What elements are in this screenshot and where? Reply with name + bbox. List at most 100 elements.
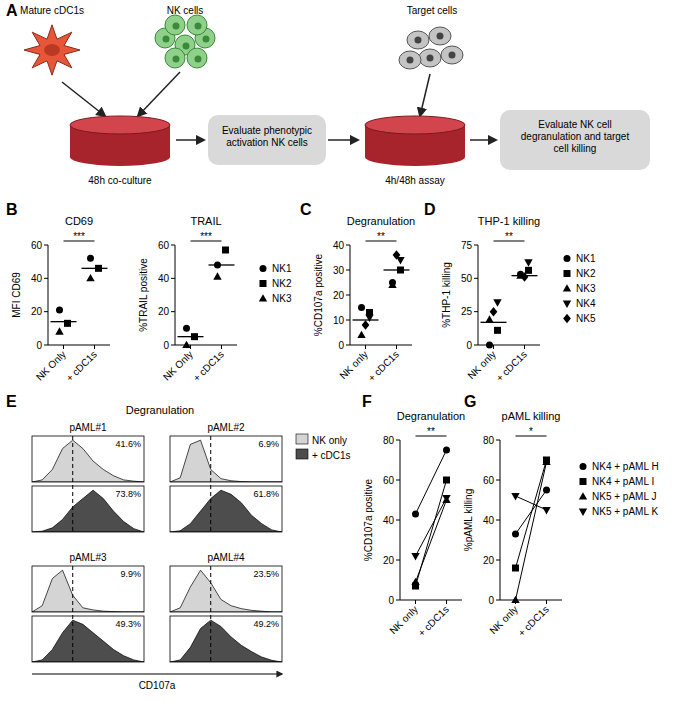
data-point [542, 507, 550, 514]
legend-label: NK4 [576, 298, 596, 309]
target-cell [419, 49, 441, 67]
step-box [208, 115, 326, 165]
cell-nucleus [44, 44, 60, 56]
chart-title: TRAIL [190, 215, 221, 227]
arrow [62, 82, 105, 116]
y-tick [496, 520, 500, 521]
cell-label: Mature cDC1s [20, 5, 84, 16]
data-point [393, 250, 401, 259]
y-tick-label: 40 [31, 273, 43, 284]
x-tick-label: + cDC1s [64, 349, 99, 384]
cell-label: Target cells [407, 5, 458, 16]
target-cell [399, 51, 421, 69]
x-tick [415, 600, 416, 604]
arrow [176, 139, 204, 141]
x-tick-label: NK Only [34, 349, 68, 383]
histogram-frame [32, 486, 144, 532]
y-axis [478, 245, 479, 345]
target-cell [407, 31, 429, 49]
data-point [493, 299, 501, 306]
sample-title: pAML#3 [69, 552, 107, 563]
y-axis-label: %TRAIL positive [138, 258, 149, 332]
data-point [490, 307, 498, 316]
plot-marks [481, 259, 538, 348]
y-tick [396, 560, 400, 561]
legend-label: NK3 [272, 293, 292, 304]
mean-line [178, 336, 204, 337]
mean-line [481, 322, 507, 323]
sample-title: pAML#4 [207, 552, 245, 563]
data-point [521, 272, 529, 281]
legend-label: NK5 + pAML J [592, 491, 656, 502]
paired-line [416, 450, 447, 514]
y-tick [44, 245, 48, 246]
legend-label: NK2 [576, 268, 596, 279]
chart-title: Degranulation [347, 215, 416, 227]
cell-nucleus [195, 56, 202, 63]
target-cell [441, 46, 463, 64]
cell-nucleus [437, 33, 444, 40]
percent-label: 23.5% [253, 569, 279, 579]
histogram-frame [170, 486, 282, 532]
y-tick-label: 40 [333, 240, 345, 251]
chart-title: Degranulation [126, 404, 195, 416]
data-point [442, 496, 450, 503]
y-tick [396, 440, 400, 441]
y-tick-label: 10 [333, 315, 345, 326]
cell-nucleus [163, 36, 170, 43]
data-point [183, 325, 190, 332]
mean-line [384, 269, 410, 270]
panel-label: F [362, 393, 372, 410]
panel-label: C [300, 201, 312, 218]
data-point [512, 531, 519, 538]
cell-label: NK cells [167, 5, 204, 16]
culture-well-top [70, 116, 170, 134]
sample-title: pAML#2 [207, 422, 245, 433]
x-tick-label: + cDC1s [494, 349, 529, 384]
percent-label: 73.8% [115, 489, 141, 499]
data-point [182, 341, 190, 348]
significance-label: ** [427, 426, 435, 437]
y-tick [171, 278, 175, 279]
y-axis [48, 245, 49, 345]
data-point [543, 487, 550, 494]
box-text: Evaluate NK celldegranulation and target… [521, 119, 630, 154]
data-point [411, 553, 419, 560]
y-tick-label: 60 [383, 475, 395, 486]
x-tick-label: + cDC1s [516, 604, 551, 639]
data-point [511, 493, 519, 500]
x-tick [221, 345, 222, 349]
step-label: 48h co-culture [88, 175, 152, 186]
step-box [500, 110, 650, 170]
data-point [494, 327, 501, 334]
x-tick [493, 345, 494, 349]
y-tick [44, 278, 48, 279]
cell-nucleus [415, 37, 422, 44]
legend-label: + cDC1s [312, 450, 351, 461]
y-tick-label: 75 [461, 240, 473, 251]
gate-line [72, 436, 73, 532]
mean-line [82, 268, 108, 269]
cell-nucleus [183, 43, 190, 50]
gate-line [210, 436, 211, 532]
y-tick-label: 60 [483, 475, 495, 486]
legend-marker [564, 270, 571, 277]
plot-marks [511, 457, 550, 603]
x-axis [500, 600, 562, 601]
x-axis-label: CD107a [139, 680, 176, 691]
box-text: Evaluate phenotypicactivation NK cells [222, 125, 312, 148]
legend-marker [580, 463, 587, 470]
x-tick-label: NK Only [161, 349, 195, 383]
legend-swatch [296, 434, 308, 444]
mean-line [512, 275, 538, 276]
x-tick [365, 345, 366, 349]
x-axis [350, 345, 412, 346]
y-tick-label: 40 [158, 273, 170, 284]
y-tick [346, 320, 350, 321]
culture-well [70, 148, 170, 166]
x-tick-label: + cDC1s [191, 349, 226, 384]
y-tick-label: 20 [483, 555, 495, 566]
panel-label: E [6, 393, 17, 410]
arrow [328, 139, 358, 141]
culture-well-top [365, 116, 465, 134]
